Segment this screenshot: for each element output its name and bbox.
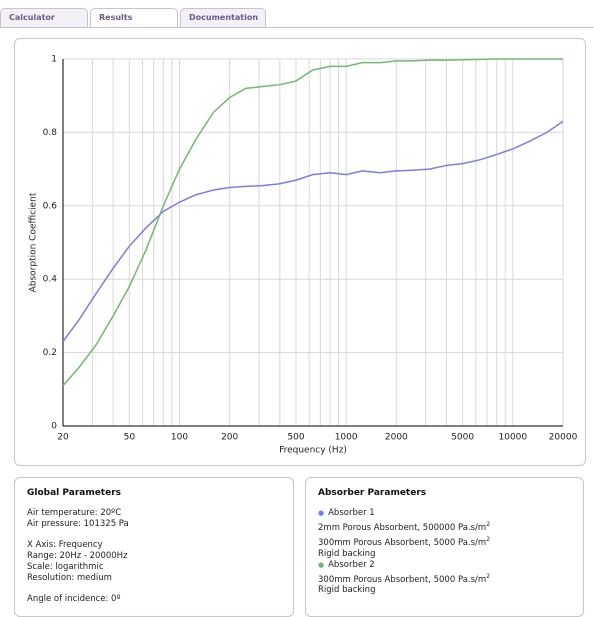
x-tick-label: 100	[171, 433, 188, 443]
x-tick-label: 1000	[335, 433, 358, 443]
series-line	[62, 58, 563, 387]
tab-underline	[0, 27, 594, 28]
y-tick-label: 0	[51, 422, 57, 432]
absorber-line: 300mm Porous Absorbent, 5000 Pa.s/m2	[318, 534, 571, 549]
tab[interactable]: Documentation	[180, 8, 266, 27]
y-tick-label: 1	[51, 55, 57, 65]
x-tick-label: 5000	[451, 433, 474, 443]
x-tick-label: 20000	[549, 433, 578, 443]
global-panel: Global Parameters Air temperature: 20ºC A…	[14, 477, 294, 617]
superscript: 2	[486, 535, 491, 543]
absorber-legend: ● Absorber 1	[318, 508, 571, 519]
chart: 20 50 100 200 500 1000 2000 5000 10000 20000 0 0.2 0…	[29, 55, 578, 456]
param-line: Air pressure: 101325 Pa	[27, 519, 129, 529]
legend-dot: ●	[318, 560, 325, 569]
param-line: Scale: logarithmic	[27, 562, 104, 572]
y-tick-label: 0.4	[43, 275, 58, 285]
absorber-line: 300mm Porous Absorbent, 5000 Pa.s/m2	[318, 571, 571, 586]
absorber-name: Absorber 1	[328, 508, 375, 518]
line-text: 300mm Porous Absorbent, 5000 Pa.s/m	[318, 537, 487, 548]
x-tick-label: 10000	[499, 433, 528, 443]
line-text: 300mm Porous Absorbent, 5000 Pa.s/m	[318, 574, 487, 585]
x-tick-label: 500	[287, 433, 304, 443]
param-group: X Axis: Frequency Range: 20Hz - 20000Hz Sc…	[27, 540, 281, 584]
y-tick-label: 0.2	[43, 348, 57, 358]
param-line: X Axis: Frequency	[27, 540, 103, 550]
panel-title: Global Parameters	[27, 488, 122, 498]
y-tick-label: 0.8	[43, 128, 58, 138]
x-tick-label: 2000	[385, 433, 408, 443]
page: Calculator Results Documentation 20 50 100…	[0, 8, 594, 617]
superscript: 2	[486, 521, 491, 528]
x-tick-label: 20	[57, 433, 69, 443]
param-line: Air temperature: 20ºC	[27, 508, 122, 518]
line-text: 2mm Porous Absorbent, 500000 Pa.s/m	[318, 522, 487, 533]
param-line: Resolution: medium	[27, 573, 112, 583]
absorber-legend: ● Absorber 2	[318, 560, 571, 571]
param-line: Range: 20Hz - 20000Hz	[27, 551, 128, 561]
y-tick-label: 0.6	[43, 201, 58, 211]
x-tick-label: 50	[124, 433, 136, 443]
absorber-panel: Absorber Parameters ● Absorber 1 2mm Porou…	[305, 477, 584, 617]
param-line: Angle of incidence: 0º	[27, 594, 121, 604]
param-group: Angle of incidence: 0º	[27, 594, 281, 605]
absorber-line: Rigid backing	[318, 549, 571, 560]
param-group: Air temperature: 20ºC Air pressure: 10132…	[27, 508, 281, 530]
tab[interactable]: Calculator	[0, 8, 88, 27]
absorber-line: 2mm Porous Absorbent, 500000 Pa.s/m2	[318, 519, 571, 534]
x-tick-label: 200	[221, 433, 238, 443]
x-axis-label: Frequency (Hz)	[279, 446, 347, 456]
tab[interactable]: Results	[90, 8, 178, 28]
y-axis-label: Absorption Coefficient	[29, 192, 39, 292]
absorber-line: Rigid backing	[318, 585, 571, 596]
line-text: Rigid backing	[318, 548, 376, 559]
legend-dot: ●	[318, 509, 325, 517]
series-line	[62, 120, 564, 343]
chart-panel: 20 50 100 200 500 1000 2000 5000 10000 20000 0 0.2 0…	[14, 38, 586, 466]
line-text: Rigid backing	[318, 585, 376, 596]
superscript: 2	[486, 572, 491, 580]
absorber-name: Absorber 2	[328, 559, 375, 570]
panel-title: Absorber Parameters	[318, 488, 427, 498]
